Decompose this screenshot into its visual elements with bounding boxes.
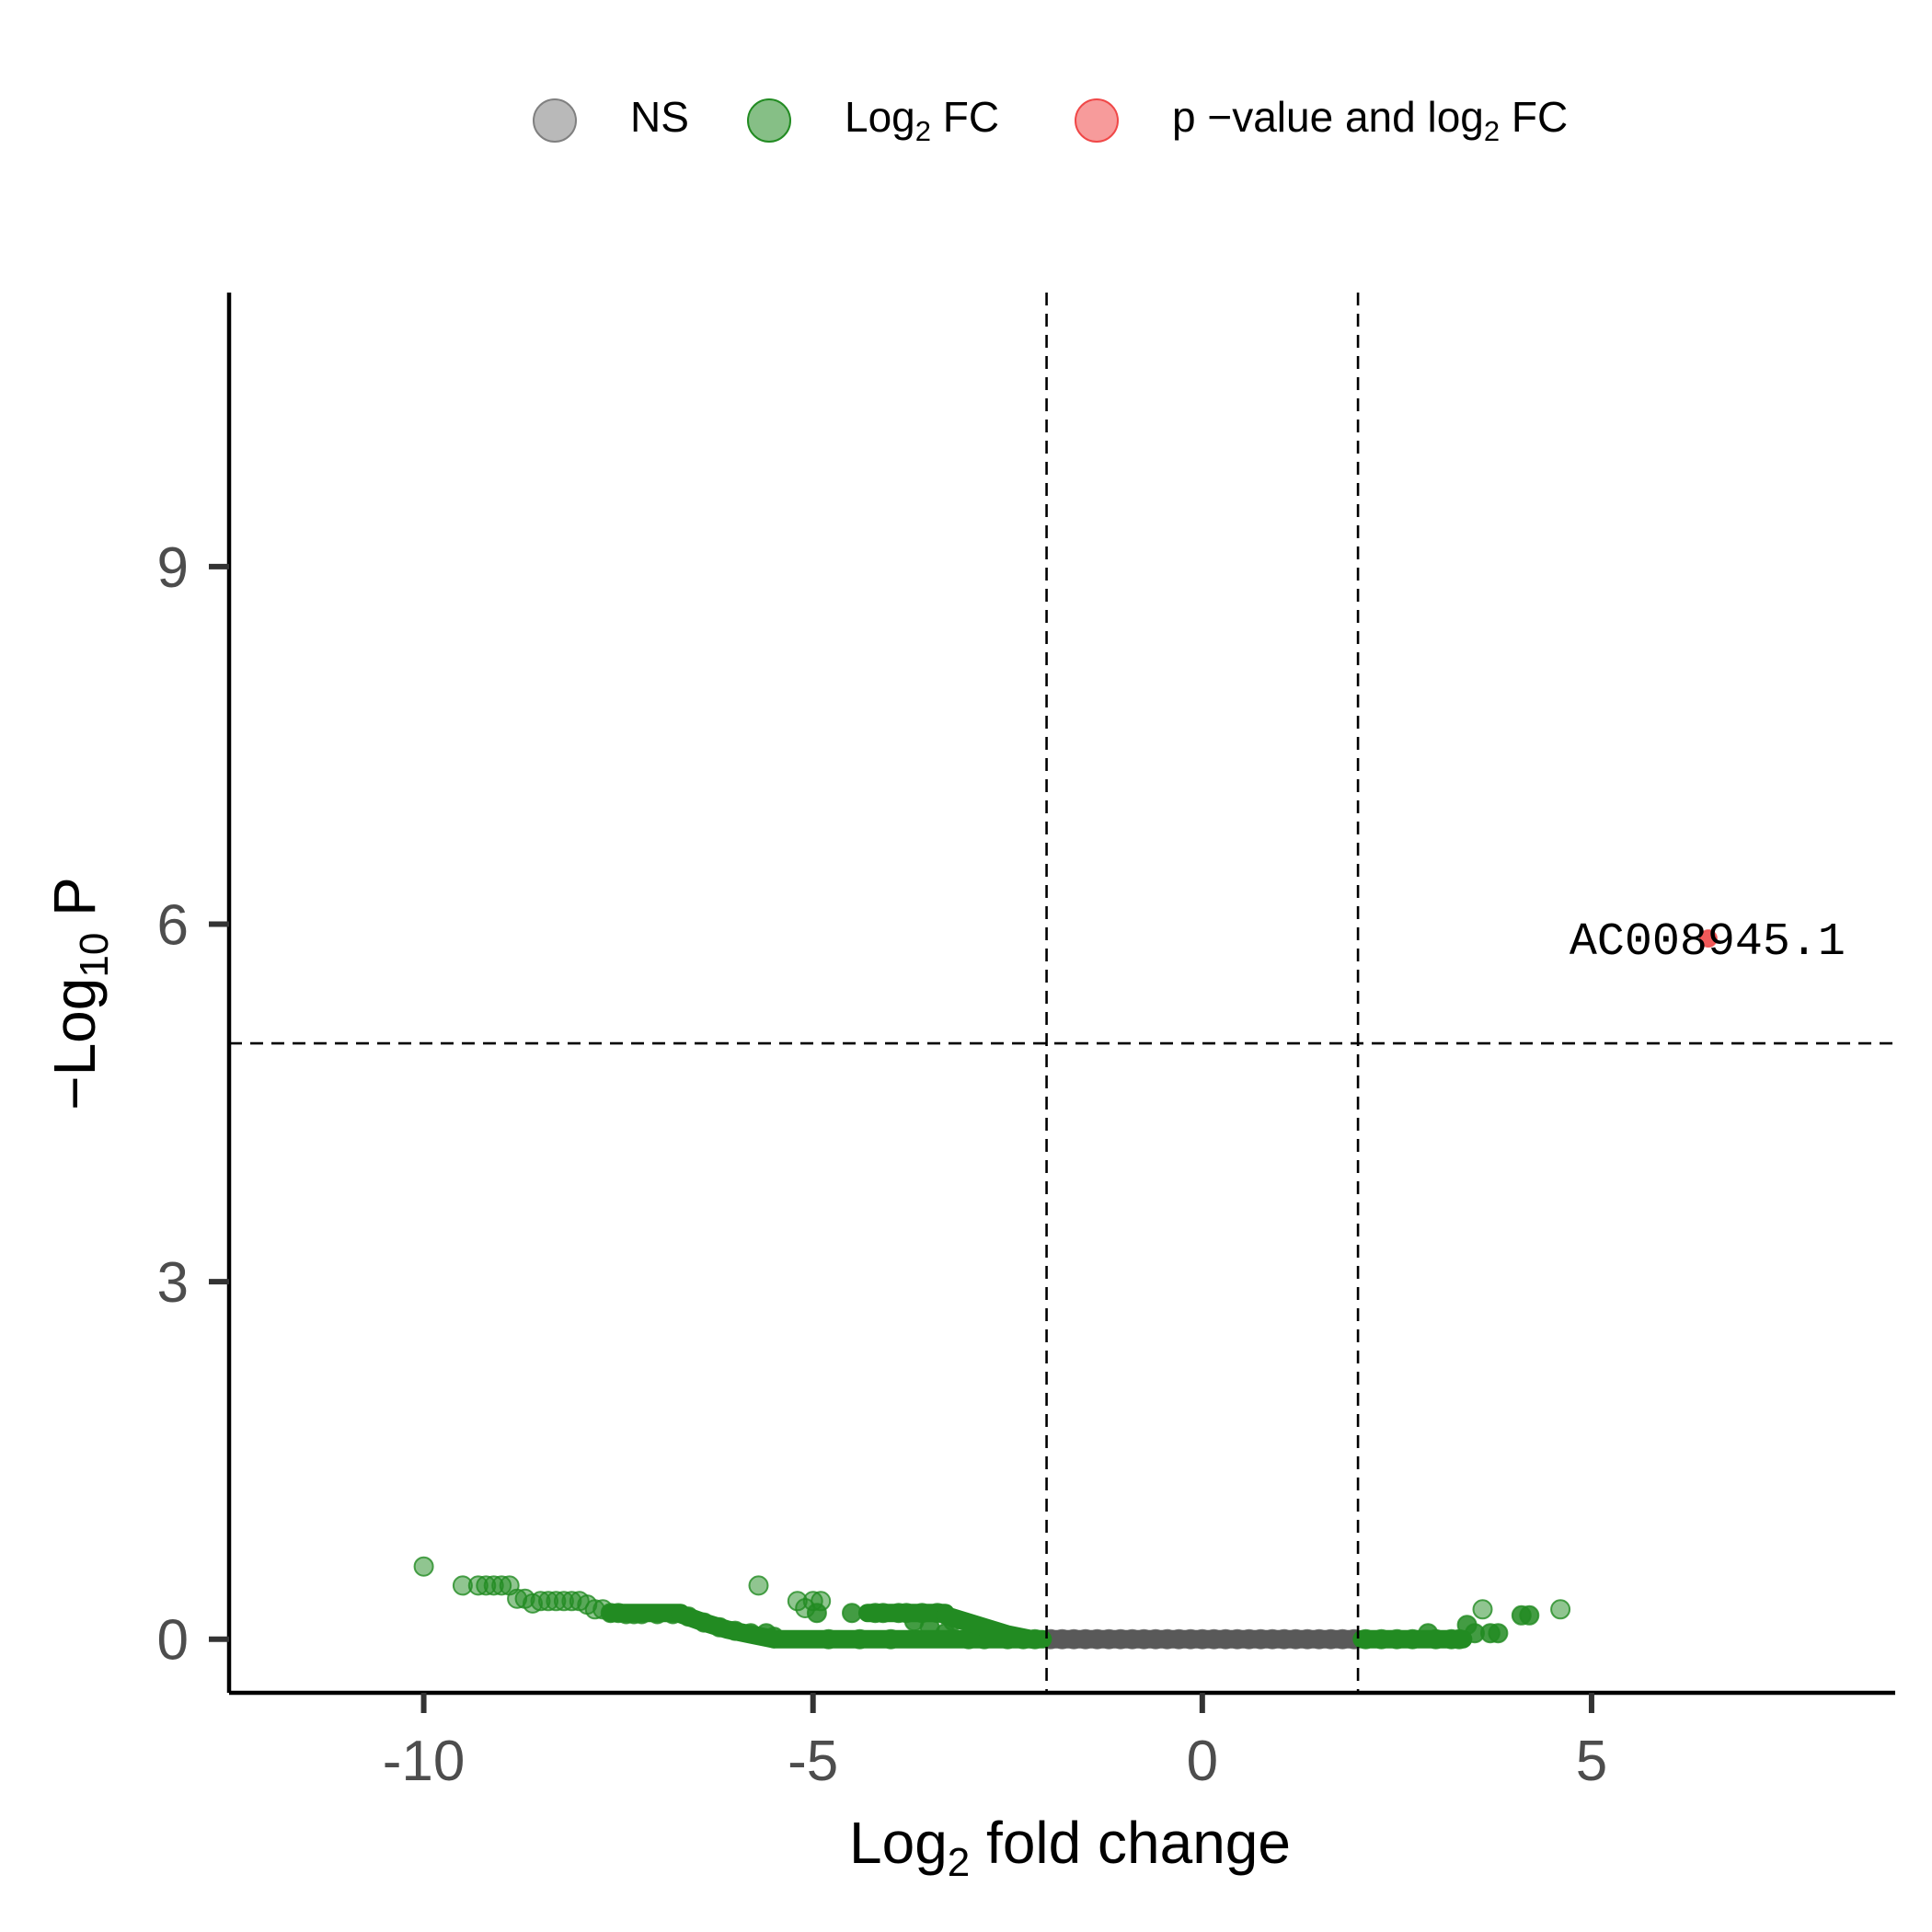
cutoff-lines bbox=[229, 293, 1895, 1693]
x-tick-label-1: -5 bbox=[788, 1730, 838, 1793]
point-fc-74 bbox=[1519, 1604, 1540, 1626]
point-band-fc-slope bbox=[671, 1604, 784, 1649]
point-label-0: AC008945.1 bbox=[1570, 916, 1846, 969]
y-tick-label-0: 0 bbox=[157, 1609, 189, 1673]
x-tick-label-0: -10 bbox=[383, 1730, 466, 1793]
y-tick-label-3: 9 bbox=[157, 536, 189, 600]
point-fc-75 bbox=[1550, 1599, 1571, 1620]
y-tick-label-1: 3 bbox=[157, 1251, 189, 1315]
y-tick-label-2: 6 bbox=[157, 894, 189, 958]
point-fc-38 bbox=[811, 1591, 832, 1612]
legend-label-fc: Log2 FC bbox=[845, 93, 999, 147]
point-both-0 bbox=[1698, 929, 1718, 949]
legend-label-both: p −value and log2 FC bbox=[1172, 93, 1568, 147]
y-axis-title: −Log10 P bbox=[41, 877, 117, 1110]
point-band-fc-slope2 bbox=[936, 1605, 1041, 1649]
point-fc-70 bbox=[1472, 1599, 1493, 1620]
x-tick-label-3: 5 bbox=[1576, 1730, 1607, 1793]
data-points bbox=[413, 929, 1718, 1650]
axes: -10 -5 0 5 0 3 6 9 Log2 fold change −Log10 P bbox=[41, 293, 1895, 1885]
point-labels: AC008945.1 bbox=[1570, 916, 1846, 969]
legend-marker-fc bbox=[747, 98, 791, 143]
legend-marker-both bbox=[1075, 98, 1119, 143]
point-fc-72 bbox=[1488, 1623, 1509, 1644]
x-axis-title: Log2 fold change bbox=[849, 1810, 1291, 1885]
legend-marker-ns bbox=[533, 98, 577, 143]
point-fc-0 bbox=[413, 1556, 434, 1577]
point-fc-31 bbox=[748, 1575, 769, 1596]
legend: NS Log2 FC p −value and log2 FC bbox=[533, 93, 1568, 147]
legend-label-ns: NS bbox=[630, 93, 689, 141]
x-tick-label-2: 0 bbox=[1187, 1730, 1218, 1793]
point-band-ns bbox=[1042, 1629, 1363, 1649]
